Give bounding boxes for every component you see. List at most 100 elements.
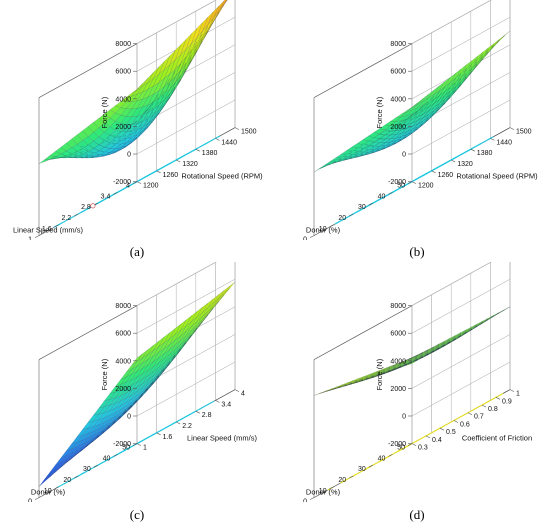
contour-segment bbox=[203, 405, 206, 408]
x-axis: 4 3.4 2.8 2.2 1.6 1 Linear Speed (mm/s) bbox=[13, 181, 138, 240]
z-tick-label: 2000 bbox=[115, 386, 131, 393]
contour-segment bbox=[482, 402, 487, 406]
surface-cell bbox=[104, 109, 116, 119]
contour-segment bbox=[483, 140, 487, 143]
contour-segment bbox=[170, 423, 174, 426]
surface-cell bbox=[313, 391, 325, 396]
caption-d: (d) bbox=[409, 507, 425, 522]
surface-cell bbox=[65, 441, 78, 452]
surface-cell bbox=[115, 146, 127, 153]
contour-segment bbox=[186, 414, 191, 417]
contour-segment bbox=[437, 426, 443, 430]
z-tick-label: 0 bbox=[127, 152, 131, 159]
contour-segment bbox=[192, 410, 196, 414]
x-tick-label: 20 bbox=[338, 477, 346, 484]
contour-segment bbox=[167, 424, 171, 428]
contour-segment bbox=[199, 145, 203, 148]
design-point-marker bbox=[90, 203, 96, 209]
surface-cell bbox=[379, 367, 391, 372]
contour-segment bbox=[416, 176, 420, 180]
x-tick-label: 1.6 bbox=[42, 226, 52, 233]
y-tick-mark bbox=[176, 159, 181, 163]
z-tick-label: 2000 bbox=[390, 386, 406, 393]
surface-cell bbox=[390, 364, 402, 369]
contour-segment bbox=[441, 164, 444, 166]
surface-cell bbox=[384, 121, 397, 126]
surface-cell bbox=[357, 139, 369, 146]
contour-segment bbox=[173, 422, 176, 424]
contour-segment bbox=[84, 207, 90, 211]
contour-segment bbox=[148, 434, 153, 438]
contour-segment bbox=[82, 471, 86, 474]
x-tick-mark bbox=[388, 454, 393, 457]
contour-segment bbox=[474, 145, 477, 148]
x-tick-label: 40 bbox=[378, 193, 386, 200]
contour-segment bbox=[478, 404, 483, 408]
contour-segment bbox=[415, 178, 418, 180]
contour-segment bbox=[395, 451, 398, 454]
contour-segment bbox=[148, 173, 152, 176]
contour-segment bbox=[339, 218, 344, 222]
surface-cell bbox=[87, 428, 100, 439]
contour-segment bbox=[180, 417, 185, 420]
x-tick-mark bbox=[368, 202, 373, 206]
surface-cell bbox=[389, 116, 402, 122]
y-tick-mark bbox=[509, 389, 515, 392]
x-tick-mark bbox=[54, 224, 59, 228]
surface-cell bbox=[395, 361, 407, 367]
contour-segment bbox=[207, 403, 210, 406]
z-tick-label: -2000 bbox=[113, 441, 131, 448]
contour-segment bbox=[442, 425, 445, 428]
surface-cell bbox=[488, 312, 500, 320]
contour-segment bbox=[374, 463, 377, 465]
surface-cell bbox=[417, 352, 429, 358]
z-tick-label: 6000 bbox=[390, 69, 406, 76]
contour-segment bbox=[359, 207, 365, 211]
contour-segment bbox=[397, 449, 401, 452]
y-tick-label: 1440 bbox=[496, 139, 512, 146]
contour-segment bbox=[462, 413, 467, 417]
floor-contours bbox=[334, 136, 494, 225]
contour-segment bbox=[463, 152, 465, 154]
contour-segment bbox=[164, 426, 168, 429]
contour-segment bbox=[124, 447, 129, 451]
y-tick-mark bbox=[495, 397, 501, 400]
wall-grid bbox=[411, 262, 511, 444]
surface-plot-a: 8000 6000 4000 2000 0 -2000 Force (N) 4 3.4 2.8 2.… bbox=[13, 0, 263, 240]
x-tick-label: 50 bbox=[122, 445, 130, 452]
x-tick-label: 0 bbox=[303, 499, 307, 502]
contour-segment bbox=[378, 460, 381, 463]
x-tick-mark bbox=[368, 464, 373, 468]
contour-segment bbox=[343, 217, 347, 220]
surface-cell bbox=[395, 360, 407, 366]
contour-segment bbox=[80, 209, 86, 213]
surface-cell bbox=[109, 121, 121, 130]
y-tick-mark bbox=[425, 435, 431, 439]
surface-cell bbox=[390, 362, 402, 368]
frame-edges bbox=[38, 305, 138, 498]
surface-cell bbox=[44, 468, 56, 480]
caption-a: (a) bbox=[129, 244, 145, 259]
surface-cell bbox=[395, 364, 407, 370]
x-tick-label: 2.2 bbox=[61, 215, 71, 222]
frame-edge bbox=[313, 305, 413, 360]
x-axis: 50 40 30 20 10 0 Donor (%) bbox=[303, 443, 413, 502]
contour-segment bbox=[151, 433, 156, 436]
z-axis: 8000 6000 4000 2000 0 -2000 Force (N) bbox=[100, 303, 137, 448]
contour-segment bbox=[461, 152, 464, 155]
contour-segment bbox=[419, 175, 423, 178]
contour-segment bbox=[177, 418, 182, 422]
y-tick-mark bbox=[411, 181, 417, 184]
contour-segment bbox=[341, 480, 344, 483]
z-tick-label: 4000 bbox=[115, 358, 131, 365]
z-axis: 8000 6000 4000 2000 0 -2000 Force (N) bbox=[375, 303, 412, 448]
y-tick-label: 3.4 bbox=[221, 401, 231, 408]
contour-segment bbox=[183, 415, 188, 419]
surface-cell bbox=[49, 462, 61, 473]
surface-plot-d: 8000 6000 4000 2000 0 -2000 Force (N) 50 40 30 20 1… bbox=[303, 262, 532, 502]
contour-segment bbox=[357, 472, 359, 475]
y-axis-label: Linear Speed (mm/s) bbox=[187, 434, 258, 443]
